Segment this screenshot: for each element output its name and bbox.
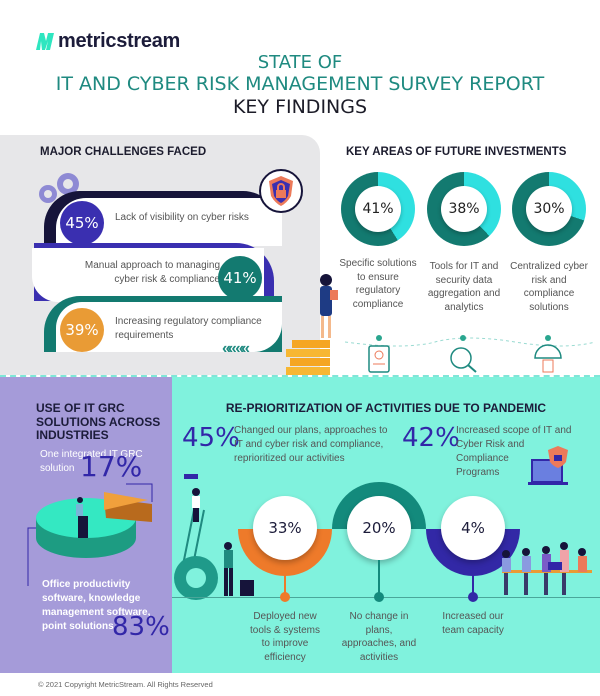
compliance-document-icon: [368, 335, 390, 373]
man-with-toolbox-icon: [224, 542, 254, 596]
activity-4-label: Increased our team capacity: [442, 611, 504, 636]
activity-20-dot: [374, 592, 384, 602]
grc-pie-chart: [27, 483, 153, 586]
arrows-left-icon: «« ««: [222, 340, 250, 357]
activity-4-badge: 4%: [441, 496, 505, 560]
activity-33-dot: [280, 592, 290, 602]
grc-other-pct: 83%: [112, 612, 170, 642]
challenge-41-label: Manual approach to managing cyber risk &…: [84, 260, 220, 285]
brand-name: metricstream: [58, 30, 181, 52]
report-title-line2: IT AND CYBER RISK MANAGEMENT SURVEY REPO…: [55, 73, 545, 95]
investment-38-donut: 38%: [427, 172, 501, 246]
report-title-line1: STATE OF: [257, 52, 343, 73]
investment-38-label: Tools for IT and security data aggregati…: [427, 261, 501, 313]
grc-other-label: Office productivity software, knowledge …: [42, 579, 151, 632]
person-sitting-icon: [76, 497, 88, 538]
activity-33-label: Deployed new tools & systems to improve …: [249, 611, 321, 663]
laptop-icon: [548, 562, 562, 570]
activity-20-badge: 20%: [347, 496, 411, 560]
stat-45-label: Changed our plans, approaches to IT and …: [234, 425, 388, 464]
activity-20-label: No change in plans, approaches, and acti…: [341, 611, 417, 663]
section-divider: [0, 375, 600, 377]
investment-41-label: Specific solutions to ensure regulatory …: [339, 258, 417, 310]
businesswoman-icon: [320, 274, 338, 338]
investment-30-label: Centralized cyber risk and compliance so…: [510, 261, 588, 313]
shield-lock-icon: [259, 169, 303, 213]
stat-42-label: Increased scope of IT and Cyber Risk and…: [456, 425, 572, 478]
investments-title: KEY AREAS OF FUTURE INVESTMENTS: [346, 146, 567, 158]
team-meeting-illustration: [502, 542, 592, 595]
investment-30-donut: 30%: [512, 172, 586, 246]
activity-4-dot: [468, 592, 478, 602]
gears-icon: [39, 173, 79, 203]
reprioritization-title: RE-PRIORITIZATION OF ACTIVITIES DUE TO P…: [225, 401, 547, 415]
stat-45-pct: 45%: [182, 423, 240, 453]
challenges-title: MAJOR CHALLENGES FACED: [40, 146, 207, 158]
brand-logo: metricstream: [36, 30, 180, 53]
stat-42-pct: 42%: [402, 423, 460, 453]
metricstream-logo-icon: [36, 33, 54, 50]
activity-33-badge: 33%: [253, 496, 317, 560]
ladder-gear-illustration: [174, 474, 218, 600]
investment-icons-row: [345, 335, 596, 373]
investment-41-donut: 41%: [341, 172, 415, 246]
copyright-footer: © 2021 Copyright MetricStream. All Right…: [38, 680, 213, 689]
challenge-39-badge: 39%: [60, 308, 104, 352]
challenge-45-badge: 45%: [60, 201, 104, 245]
grc-integrated-label: One integrated IT GRC solution: [40, 449, 143, 474]
challenge-45-label: Lack of visibility on cyber risks: [115, 212, 249, 223]
laptop-shield-icon: [528, 446, 568, 485]
coin-stack-icon: [286, 340, 330, 375]
challenge-41-badge: 41%: [218, 256, 262, 300]
challenge-39-label: Increasing regulatory compliance require…: [115, 316, 262, 341]
analytics-magnifier-icon: [450, 335, 477, 373]
security-umbrella-icon: [534, 335, 562, 373]
person-on-ladder-icon: [192, 488, 200, 522]
report-title-line3: KEY FINDINGS: [232, 96, 368, 118]
grc-title: USE OF IT GRC SOLUTIONS ACROSS INDUSTRIE…: [36, 401, 161, 442]
grc-integrated-pct: 17%: [80, 450, 143, 483]
timeline-baseline: [172, 597, 600, 598]
paint-roller-icon: [184, 474, 198, 479]
